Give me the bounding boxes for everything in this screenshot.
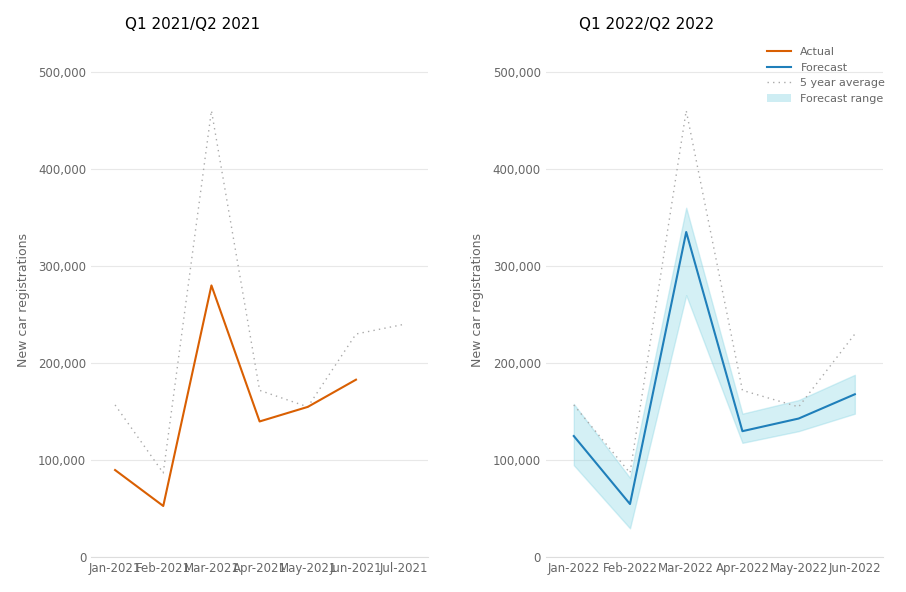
- Text: Q1 2022/Q2 2022: Q1 2022/Q2 2022: [580, 17, 715, 31]
- Text: Q1 2021/Q2 2021: Q1 2021/Q2 2021: [125, 17, 260, 31]
- Legend: Actual, Forecast, 5 year average, Forecast range: Actual, Forecast, 5 year average, Foreca…: [763, 43, 890, 108]
- Y-axis label: New car registrations: New car registrations: [471, 233, 485, 367]
- Y-axis label: New car registrations: New car registrations: [16, 233, 30, 367]
